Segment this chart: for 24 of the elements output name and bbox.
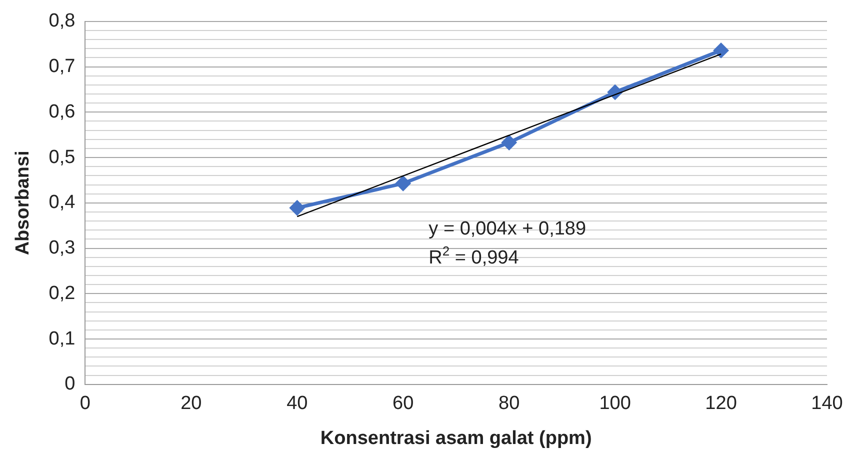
x-axis-title: Konsentrasi asam galat (ppm) (320, 428, 592, 449)
point (396, 176, 410, 191)
x-tick-label: 80 (498, 393, 520, 414)
x-tick-label: 100 (599, 393, 631, 414)
x-tick-label: 0 (80, 393, 90, 414)
y-tick-label: 0,5 (48, 146, 76, 168)
annotation: y = 0,004x + 0,189 (428, 218, 586, 240)
x-tick-label: 20 (180, 393, 202, 414)
y-tick-label: 0 (64, 374, 76, 395)
y-tick-label: 0,7 (48, 56, 76, 78)
y-tick-label: 0,6 (48, 101, 76, 122)
y-tick-label: 0,2 (48, 282, 76, 304)
point (502, 135, 516, 150)
x-tick-label: 140 (811, 393, 843, 414)
y-tick-label: 0,8 (48, 10, 76, 32)
x-tick-label: 120 (705, 393, 737, 414)
point (714, 43, 728, 58)
y-tick-label: 0,3 (48, 238, 76, 259)
y-tick-label: 0,4 (48, 192, 76, 214)
y-tick-label: 0,1 (48, 328, 76, 350)
x-tick-label: 40 (286, 393, 308, 414)
point (290, 200, 304, 216)
x-tick-label: 60 (392, 393, 414, 414)
y-axis-title: Absorbansi (12, 150, 34, 256)
